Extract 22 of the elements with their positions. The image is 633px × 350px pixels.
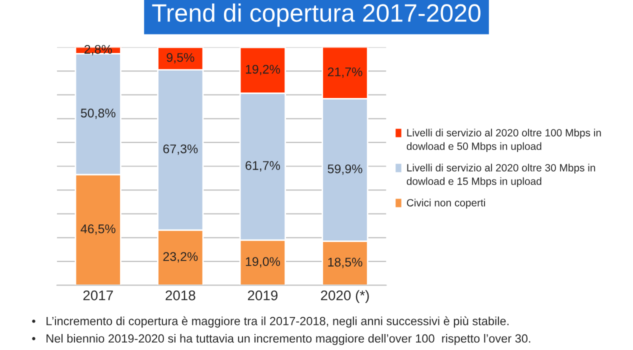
data-label: 67,3% (163, 144, 198, 155)
x-tick-label: 2019 (248, 290, 278, 300)
text: • Nel biennio 2019-2020 si ha tuttavia un incremento maggiore dell’over 100 rispetto l’over 30. (32, 334, 530, 346)
chart-title: Trend di copertura 2017-2020 (152, 4, 480, 27)
data-label: 9,5% (166, 53, 194, 64)
data-label: 21,7% (328, 67, 362, 78)
data-label: 2,8% (84, 44, 112, 56)
data-label: 61,7% (246, 161, 280, 172)
legend-label: Civici non coperti (406, 198, 485, 209)
x-tick-label: 2017 (83, 290, 113, 300)
legend-label: Livelli di servizio al 2020 oltre 30 Mbps in dowload e 15 Mbps in upload (406, 164, 596, 187)
data-label: 50,8% (80, 108, 116, 119)
data-label: 59,9% (328, 164, 362, 175)
data-label: 19,2% (246, 64, 280, 76)
x-tick-label: 2020 (*) (320, 290, 369, 304)
data-label: 19,0% (246, 257, 280, 268)
x-tick-label: 2018 (166, 290, 196, 300)
text: • L’incremento di copertura è maggiore tra il 2017-2018, negli anni successivi è più stabile. (32, 316, 509, 328)
legend-label: Livelli di servizio al 2020 oltre 100 Mbps in dowload e 50 Mbps in upload (406, 128, 601, 152)
data-label: 46,5% (80, 224, 116, 235)
data-label: 18,5% (328, 258, 362, 268)
data-label: 23,2% (163, 252, 198, 262)
